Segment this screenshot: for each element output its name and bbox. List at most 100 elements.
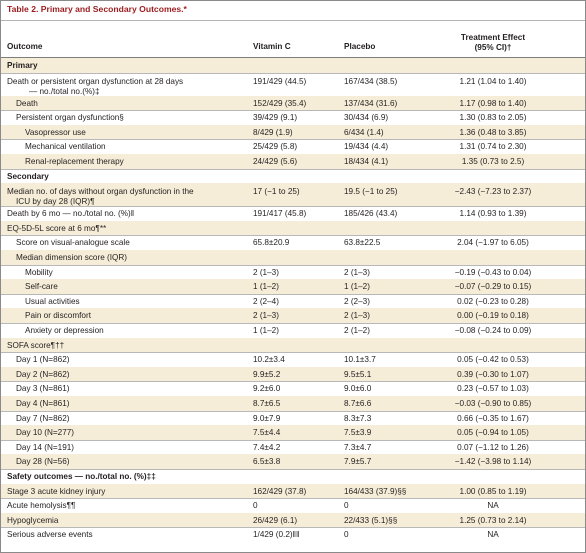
row-label: Primary <box>7 61 38 71</box>
row-label: Self-care <box>25 282 58 292</box>
header-vitamin-c: Vitamin C <box>253 42 291 51</box>
row-label: Pain or discomfort <box>25 311 91 321</box>
row-label-text: Hypoglycemia <box>7 515 59 525</box>
treatment-effect-value: 0.66 (−0.35 to 1.67) <box>457 413 529 423</box>
vitamin-c-cell: 7.4±4.2 <box>253 442 281 452</box>
vitamin-c-cell: 0 <box>253 501 258 511</box>
treatment-effect-value: 1.21 (1.04 to 1.40) <box>459 76 527 86</box>
vitamin-c-cell: 10.2±3.4 <box>253 355 285 365</box>
treatment-effect-value: 0.05 (−0.94 to 1.05) <box>457 428 529 438</box>
treatment-effect-value: 0.02 (−0.23 to 0.28) <box>457 296 529 306</box>
vitamin-c-cell: 6.5±3.8 <box>253 457 281 467</box>
row-label-text: Primary <box>7 61 38 70</box>
row-label-text: Usual activities <box>25 296 80 306</box>
row-label: Renal-replacement therapy <box>25 157 124 167</box>
vitamin-c-cell: 2 (1–3) <box>253 311 279 321</box>
table-title-bar: Table 2. Primary and Secondary Outcomes.… <box>1 1 585 21</box>
row-label-text: EQ-5D-5L score at 6 mo¶** <box>7 223 107 233</box>
table-row: Anxiety or depression 1 (1–2) 2 (1–2) −0.08… <box>1 323 585 338</box>
vitamin-c-cell: 17 (−1 to 25) <box>253 187 300 197</box>
treatment-effect-value: NA <box>487 530 499 540</box>
row-label: Day 14 (N=191) <box>16 443 74 453</box>
row-divider <box>1 498 585 500</box>
table-row: Day 10 (N=277) 7.5±4.4 7.5±3.9 0.05 (−0.94 … <box>1 425 585 440</box>
row-label-text: Mechanical ventilation <box>25 142 106 152</box>
table-row: Death or persistent organ dysfunction at… <box>1 73 585 96</box>
row-divider <box>1 235 585 237</box>
table-row: Mobility 2 (1–3) 2 (1–3) −0.19 (−0.43 to 0.… <box>1 265 585 280</box>
table-row: Usual activities 2 (2–4) 2 (2–3) 0.02 (−0.2… <box>1 294 585 309</box>
table-row: SOFA score¶†† <box>1 337 585 353</box>
row-label: Death by 6 mo — no./total no. (%)‖ <box>7 209 134 219</box>
row-divider <box>1 264 585 266</box>
row-label: Persistent organ dysfunction§ <box>16 113 124 123</box>
row-label: Anxiety or depression <box>25 326 104 336</box>
row-label: Death <box>16 99 38 109</box>
row-label-text: Death <box>16 98 38 108</box>
treatment-effect-value: −0.03 (−0.90 to 0.85) <box>454 399 532 408</box>
placebo-cell: 9.0±6.0 <box>344 384 372 394</box>
row-label: Serious adverse events <box>7 530 93 540</box>
row-label: Secondary <box>7 172 49 182</box>
row-label: Median dimension score (IQR) <box>16 253 127 263</box>
treatment-effect-value: 1.14 (0.93 to 1.39) <box>459 209 527 219</box>
placebo-cell: 7.5±3.9 <box>344 428 372 438</box>
row-label: EQ-5D-5L score at 6 mo¶** <box>7 224 106 234</box>
row-label: Usual activities <box>25 297 80 307</box>
row-label: Safety outcomes — no./total no. (%)‡‡ <box>7 472 156 482</box>
table-row: Death by 6 mo — no./total no. (%)‖ 191/41… <box>1 206 585 221</box>
placebo-cell: 137/434 (31.6) <box>344 98 398 108</box>
row-label-text: Serious adverse events <box>7 530 93 540</box>
placebo-cell: 2 (2–3) <box>344 296 370 306</box>
treatment-effect-value: 0.00 (−0.19 to 0.18) <box>457 311 529 321</box>
treatment-effect-value: 1.00 (0.85 to 1.19) <box>459 486 527 496</box>
row-label-text: Mobility <box>25 267 53 277</box>
table-row: Pain or discomfort 2 (1–3) 2 (1–3) 0.00 (−0… <box>1 308 585 323</box>
vitamin-c-cell: 8/429 (1.9) <box>253 127 293 137</box>
row-divider <box>1 323 585 324</box>
row-label-text: Persistent organ dysfunction§ <box>16 113 124 123</box>
row-label: Acute hemolysis¶¶ <box>7 501 75 511</box>
placebo-cell: 7.9±5.7 <box>344 457 372 467</box>
treatment-effect-value: 1.31 (0.74 to 2.30) <box>459 142 527 152</box>
row-label: Day 3 (N=861) <box>16 384 69 394</box>
row-label-text: Anxiety or depression <box>25 326 104 335</box>
vitamin-c-cell: 65.8±20.9 <box>253 238 290 248</box>
vitamin-c-cell: 25/429 (5.8) <box>253 142 298 152</box>
table-title: Table 2. Primary and Secondary Outcomes.… <box>7 4 187 14</box>
table-row: Day 4 (N=861) 8.7±6.5 8.7±6.6 −0.03 (−0.90 … <box>1 396 585 411</box>
header-outcome: Outcome <box>7 42 43 51</box>
row-label-text: Median dimension score (IQR) <box>16 253 128 262</box>
vitamin-c-cell: 162/429 (37.8) <box>253 486 307 496</box>
table-row: Renal-replacement therapy 24/429 (5.6) 18/… <box>1 154 585 169</box>
row-label-text: Acute hemolysis¶¶ <box>7 501 76 511</box>
row-label: Score on visual-analogue scale <box>16 238 130 248</box>
placebo-cell: 164/433 (37.9)§§ <box>344 486 407 496</box>
treatment-effect-value: 0.05 (−0.42 to 0.53) <box>457 355 529 365</box>
vitamin-c-cell: 9.2±6.0 <box>253 384 281 394</box>
row-label: Day 7 (N=862) <box>16 414 69 424</box>
vitamin-c-cell: 9.0±7.9 <box>253 413 281 423</box>
row-divider <box>1 293 585 295</box>
row-label-text: Pain or discomfort <box>25 311 91 321</box>
table-row: Secondary <box>1 169 585 184</box>
row-divider <box>1 139 585 141</box>
placebo-cell: 0 <box>344 501 349 511</box>
table-row: Day 14 (N=191) 7.4±4.2 7.3±4.7 0.07 (−1.12 … <box>1 440 585 455</box>
table-row: Day 3 (N=861) 9.2±6.0 9.0±6.0 0.23 (−0.57 t… <box>1 381 585 396</box>
placebo-cell: 2 (1–3) <box>344 311 370 321</box>
row-label-text: Vasopressor use <box>25 127 86 137</box>
row-divider <box>1 72 585 74</box>
row-label: Hypoglycemia <box>7 516 58 526</box>
row-label: Day 4 (N=861) <box>16 399 69 409</box>
row-divider <box>1 352 585 354</box>
table-row: EQ-5D-5L score at 6 mo¶** <box>1 220 585 236</box>
row-label: Median no. of days without organ dysfunc… <box>7 187 194 207</box>
treatment-effect-value: −1.42 (−3.98 to 1.14) <box>454 457 532 467</box>
placebo-cell: 167/434 (38.5) <box>344 76 398 86</box>
row-label: Vasopressor use <box>25 128 86 138</box>
row-label-text: Safety outcomes — no./total no. (%)‡‡ <box>7 472 156 481</box>
placebo-cell: 18/434 (4.1) <box>344 157 389 166</box>
row-label-continuation: — no./total no.(%)‡ <box>29 86 100 96</box>
row-divider <box>1 381 585 383</box>
